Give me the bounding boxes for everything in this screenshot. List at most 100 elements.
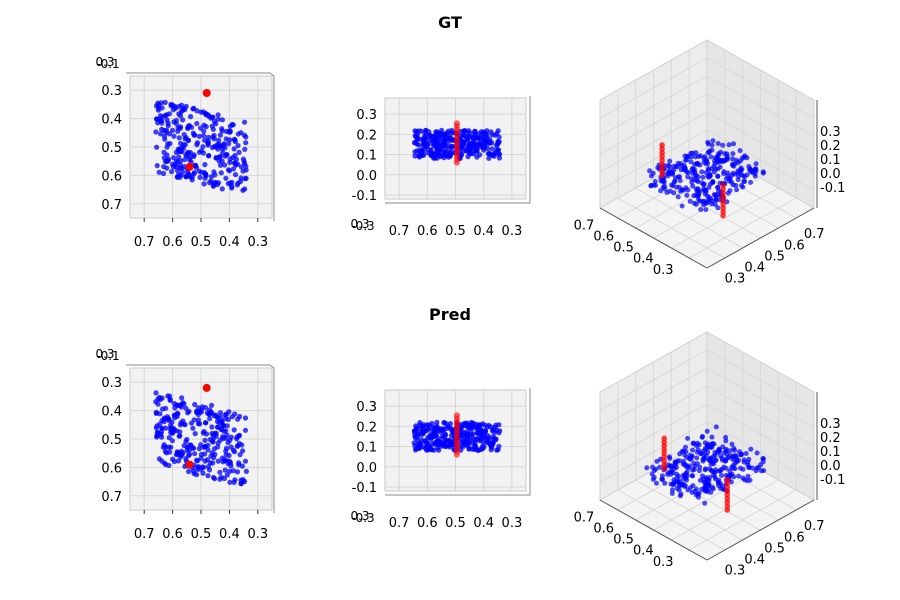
top-xtick-label: 0.5 (191, 235, 212, 250)
top-point (228, 444, 234, 450)
iso-point (727, 468, 733, 474)
front-point (489, 146, 495, 152)
iso-point (647, 168, 653, 174)
iso-point (669, 491, 675, 496)
top-point (225, 167, 232, 173)
top-point (230, 166, 237, 172)
top-ytick-label: 0.4 (101, 405, 122, 420)
top-point (198, 442, 204, 448)
iso-point (668, 469, 674, 475)
iso-point (689, 489, 695, 495)
front-point (461, 128, 467, 134)
front-point (442, 437, 448, 443)
top-point (178, 162, 184, 168)
iso-point (701, 182, 706, 188)
top-point (163, 444, 169, 450)
front-point (490, 152, 496, 158)
top-point (223, 136, 229, 142)
front-point (486, 139, 492, 145)
top-point (153, 390, 159, 396)
front-point (427, 433, 433, 440)
top-point (169, 169, 175, 175)
top-red-point (202, 89, 211, 97)
top-point (219, 145, 225, 152)
top-point (226, 141, 232, 147)
front-point (461, 438, 467, 444)
iso-point (712, 449, 718, 455)
top-point (175, 458, 182, 464)
iso-point (702, 154, 708, 160)
top-point (200, 430, 206, 436)
iso-axis-y (706, 499, 815, 561)
front-point (433, 131, 439, 137)
front-point (441, 149, 447, 155)
front-xtick-label: 0.4 (473, 224, 494, 239)
top-point (219, 126, 225, 132)
front-point (425, 446, 431, 453)
front-point (493, 436, 499, 442)
front-point (464, 136, 470, 143)
iso-ztick-label: 0.3 (820, 125, 841, 140)
top-point (243, 468, 249, 474)
iso-point (720, 142, 726, 148)
front-point (474, 430, 480, 436)
top-point (203, 420, 209, 426)
iso-point (700, 434, 705, 439)
top-point (243, 163, 249, 169)
top-point (173, 164, 179, 170)
iso-point (674, 475, 680, 481)
iso-red-point (720, 182, 726, 189)
iso-point (705, 141, 711, 147)
front-view-axes: 0.7 0.6 0.5 0.4 0.30.30.20.10.0-0.10.3-0.3 (350, 96, 531, 239)
iso-point (706, 485, 712, 491)
iso-point (691, 460, 697, 466)
front-point (422, 428, 428, 434)
iso-ytick-label: 0.7 (804, 519, 825, 534)
iso-point (720, 444, 726, 450)
iso-point (672, 459, 678, 465)
iso-point (683, 444, 688, 450)
top-point (166, 435, 172, 441)
top-point (165, 123, 171, 129)
top-point (202, 437, 208, 443)
top-point (189, 174, 195, 180)
top-frame (126, 364, 275, 513)
top-point (183, 405, 189, 411)
iso-xtick-label: 0.7 (574, 510, 595, 525)
top-point (185, 169, 191, 175)
top-point (231, 146, 237, 152)
top-point (182, 422, 188, 428)
top-point (219, 186, 225, 192)
top-point (239, 442, 245, 448)
front-point (445, 423, 451, 429)
iso-ytick-label: 0.6 (784, 238, 805, 253)
iso-point (698, 207, 704, 212)
top-ytick-label: 0.3 (101, 376, 122, 391)
top-point (217, 410, 223, 416)
top-point (201, 122, 207, 128)
top-point (238, 480, 244, 487)
top-point (177, 429, 183, 435)
front-ytick-label: 0.3 (350, 217, 369, 231)
top-point (235, 143, 241, 149)
top-point (203, 173, 209, 179)
top-point (242, 458, 249, 464)
iso-point (711, 453, 716, 459)
iso-point (677, 493, 683, 499)
iso-axis-x (599, 207, 708, 269)
front-point (488, 129, 494, 135)
top-xtick-label: 0.5 (191, 527, 212, 542)
top-xtick-label: 0.3 (247, 527, 268, 542)
front-point (472, 128, 478, 134)
top-point (163, 450, 170, 456)
top-point (178, 158, 184, 164)
iso-point (703, 188, 709, 194)
front-point (485, 440, 491, 446)
top-point (162, 99, 168, 105)
front-xtick-label: 0.6 (417, 224, 438, 239)
iso-point (685, 487, 691, 493)
top-ytick-label: 0.7 (101, 198, 122, 213)
top-point (183, 456, 189, 462)
front-xtick-label: 0.5 (445, 224, 466, 239)
top-point (230, 122, 236, 128)
